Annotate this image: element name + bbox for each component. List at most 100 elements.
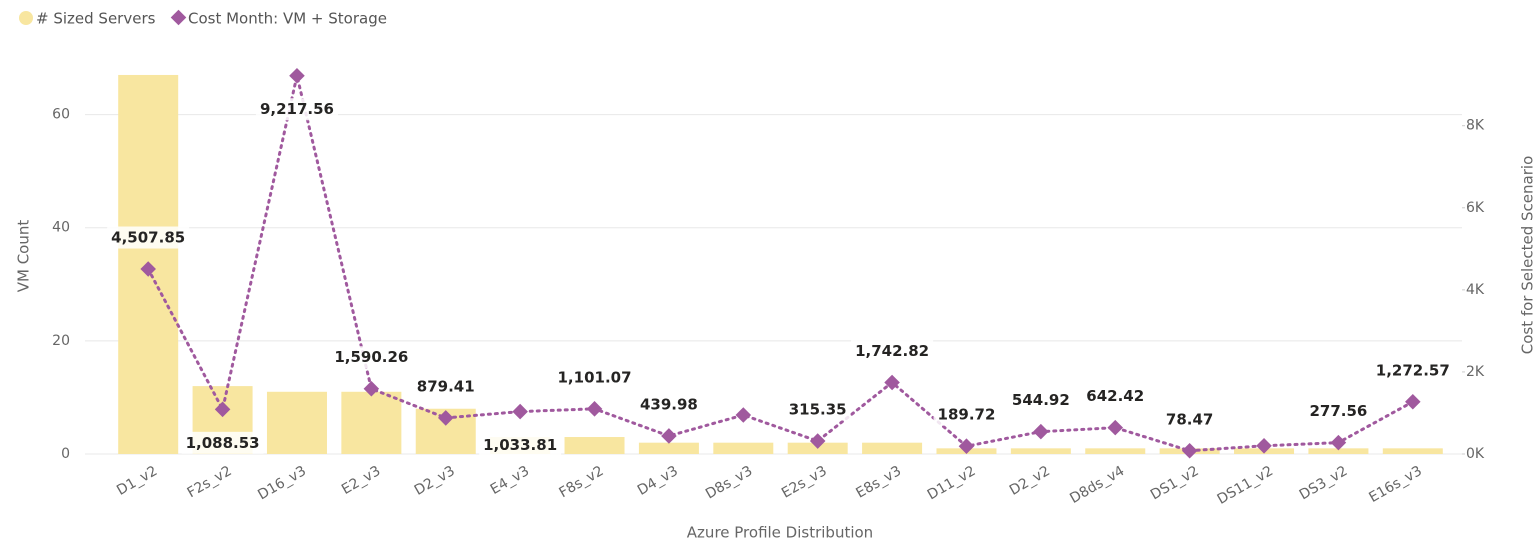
x-tick-label: E8s_v3 <box>853 463 904 501</box>
data-label-group: 9,217.56 <box>255 98 338 121</box>
data-label: 1,033.81 <box>483 436 557 454</box>
bar <box>1382 448 1443 454</box>
legend: # Sized Servers Cost Month: VM + Storage <box>19 10 387 28</box>
data-label-group: 1,272.57 <box>1371 359 1454 382</box>
data-label: 4,507.85 <box>111 229 185 247</box>
data-label-group: 439.98 <box>635 393 702 416</box>
data-label-group: 1,033.81 <box>479 434 562 457</box>
x-tick-label: D8s_v3 <box>703 463 755 502</box>
data-label: 1,272.57 <box>1376 361 1450 379</box>
data-label-bg <box>330 346 413 369</box>
y2-tick-label: 0K <box>1466 446 1485 462</box>
data-label: 1,088.53 <box>186 434 260 452</box>
bar <box>1010 448 1071 454</box>
y2-tick-label: 8K <box>1466 118 1485 134</box>
data-label-bg <box>933 403 1000 426</box>
y-tick-label: 40 <box>52 220 70 236</box>
marker <box>1033 423 1049 440</box>
data-label: 439.98 <box>640 395 698 413</box>
legend-label: # Sized Servers <box>36 10 156 28</box>
data-label: 189.72 <box>938 406 996 424</box>
data-label-group: 315.35 <box>784 398 851 421</box>
data-label: 1,590.26 <box>334 348 408 366</box>
x-tick-label: DS3_v2 <box>1297 463 1351 503</box>
data-label: 277.56 <box>1309 402 1367 420</box>
x-tick-label: DS11_v2 <box>1215 463 1276 508</box>
marker <box>512 403 528 420</box>
bar <box>638 442 699 454</box>
y-axis-title: VM Count <box>15 220 33 293</box>
data-label-bg <box>851 339 934 362</box>
data-label-group: 277.56 <box>1305 400 1372 423</box>
x-tick-label: F2s_v2 <box>185 463 235 501</box>
x-tick-label: E16s_v3 <box>1366 463 1424 506</box>
data-label-group: 1,590.26 <box>330 346 413 369</box>
x-tick-label: DS1_v2 <box>1148 463 1202 503</box>
x-tick-label: E4_v3 <box>488 463 532 498</box>
y2-tick-label: 6K <box>1466 200 1485 216</box>
data-label-bg <box>412 375 479 398</box>
data-label: 1,742.82 <box>855 342 929 360</box>
marker <box>661 428 677 444</box>
legend-swatch <box>170 9 187 26</box>
marker <box>1181 443 1198 459</box>
data-label-bg <box>1305 400 1372 423</box>
data-label-group: 1,742.82 <box>851 339 934 362</box>
x-tick-label: D11_v2 <box>925 463 979 503</box>
marker <box>214 401 231 418</box>
x-tick-label: D2_v2 <box>1007 463 1053 499</box>
data-label: 879.41 <box>417 377 475 395</box>
x-tick-label: E2_v3 <box>339 463 383 498</box>
data-label: 1,101.07 <box>558 368 632 386</box>
x-tick-label: F8s_v2 <box>557 463 607 501</box>
legend-label: Cost Month: VM + Storage <box>188 10 387 28</box>
data-label-bg <box>635 393 702 416</box>
data-label-bg <box>1371 359 1454 382</box>
marker <box>586 401 603 417</box>
marker <box>1107 419 1124 436</box>
marker <box>1256 438 1272 454</box>
x-tick-label: D16_v3 <box>255 463 309 503</box>
data-label: 78.47 <box>1166 410 1213 428</box>
y2-tick-label: 4K <box>1466 282 1485 298</box>
x-tick-label: D8ds_v4 <box>1067 463 1127 507</box>
data-label-bg <box>479 434 562 457</box>
y2-tick-label: 2K <box>1466 364 1485 380</box>
line <box>146 75 1415 453</box>
data-label-bg <box>1082 385 1149 408</box>
data-label: 9,217.56 <box>260 100 334 118</box>
y2-axis-title: Cost for Selected Scenario <box>1519 156 1537 355</box>
legend-swatch <box>19 11 33 25</box>
y-tick-label: 60 <box>52 107 70 123</box>
marker <box>1405 394 1421 410</box>
bar <box>341 391 402 454</box>
data-label-bg <box>1007 389 1074 412</box>
marker <box>1330 434 1347 451</box>
y-tick-label: 0 <box>61 446 70 462</box>
data-label-bg <box>255 98 338 121</box>
bar <box>862 442 923 454</box>
data-label-group: 642.42 <box>1082 385 1149 408</box>
data-label: 642.42 <box>1086 387 1144 405</box>
bar <box>266 391 327 454</box>
x-tick-label: D2_v3 <box>412 463 458 499</box>
data-label: 315.35 <box>789 401 847 419</box>
data-label-group: 879.41 <box>412 375 479 398</box>
bar <box>564 437 625 454</box>
bar <box>1085 448 1146 454</box>
data-label-bg <box>107 226 190 249</box>
data-label-group: 78.47 <box>1161 408 1218 431</box>
data-label-bg <box>553 366 636 389</box>
data-label-group: 1,101.07 <box>553 366 636 389</box>
x-tick-label: D1_v2 <box>114 463 160 499</box>
marker <box>289 67 305 84</box>
data-label-bg <box>784 398 851 421</box>
x-tick-label: D4_v3 <box>635 463 681 499</box>
marker <box>140 261 156 277</box>
data-label-bg <box>1161 408 1218 431</box>
x-axis-title: Azure Profile Distribution <box>687 524 873 542</box>
y-tick-label: 20 <box>52 333 70 349</box>
data-label-bg <box>181 431 264 454</box>
data-label-group: 544.92 <box>1007 389 1074 412</box>
